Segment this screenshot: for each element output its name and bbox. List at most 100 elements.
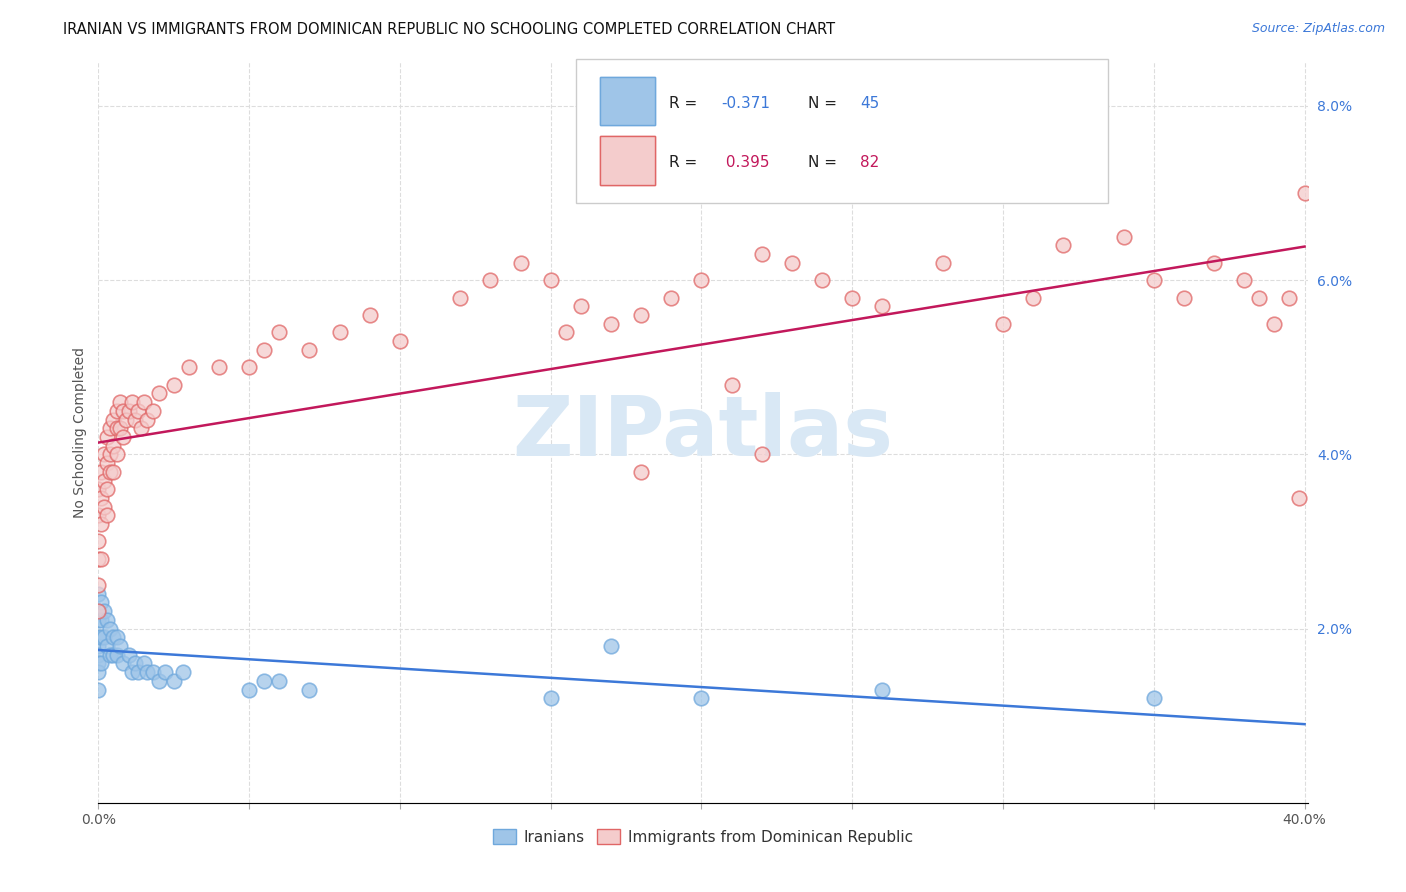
- Point: [148, 386, 170, 401]
- Text: ZIPatlas: ZIPatlas: [513, 392, 893, 473]
- Text: N =: N =: [808, 155, 842, 169]
- Text: R =: R =: [669, 155, 702, 169]
- Point: [751, 447, 773, 461]
- Point: [93, 500, 115, 514]
- Point: [163, 377, 186, 392]
- Point: [841, 291, 863, 305]
- Point: [253, 673, 276, 688]
- Point: [103, 630, 125, 644]
- Point: [103, 648, 125, 662]
- Point: [659, 291, 682, 305]
- Point: [449, 291, 471, 305]
- Point: [96, 639, 118, 653]
- Point: [100, 465, 122, 479]
- Point: [87, 613, 110, 627]
- Point: [690, 691, 713, 706]
- Point: [87, 657, 110, 671]
- Point: [100, 648, 122, 662]
- Point: [540, 273, 562, 287]
- Point: [630, 308, 652, 322]
- Point: [163, 673, 186, 688]
- Point: [554, 326, 576, 340]
- Point: [931, 256, 953, 270]
- Text: IRANIAN VS IMMIGRANTS FROM DOMINICAN REPUBLIC NO SCHOOLING COMPLETED CORRELATION: IRANIAN VS IMMIGRANTS FROM DOMINICAN REP…: [63, 22, 835, 37]
- Point: [872, 299, 894, 313]
- Point: [388, 334, 411, 348]
- Text: R =: R =: [669, 95, 702, 111]
- Point: [238, 682, 260, 697]
- Point: [132, 657, 155, 671]
- Text: N =: N =: [808, 95, 842, 111]
- FancyBboxPatch shape: [600, 78, 655, 126]
- Point: [991, 317, 1014, 331]
- Point: [103, 412, 125, 426]
- Point: [569, 299, 592, 313]
- Point: [690, 273, 713, 287]
- Point: [87, 630, 110, 644]
- Point: [127, 404, 149, 418]
- Point: [90, 465, 112, 479]
- Point: [1173, 291, 1195, 305]
- Point: [1052, 238, 1074, 252]
- Point: [87, 682, 110, 697]
- Point: [96, 430, 118, 444]
- Point: [90, 595, 112, 609]
- Point: [148, 673, 170, 688]
- Point: [100, 421, 122, 435]
- Point: [720, 377, 742, 392]
- Point: [96, 456, 118, 470]
- Point: [90, 491, 112, 505]
- Point: [329, 326, 352, 340]
- Point: [90, 657, 112, 671]
- Point: [87, 587, 110, 601]
- Point: [121, 665, 143, 680]
- Point: [87, 639, 110, 653]
- Point: [93, 630, 115, 644]
- Point: [172, 665, 194, 680]
- Point: [93, 604, 115, 618]
- Point: [87, 482, 110, 496]
- Point: [208, 360, 231, 375]
- Point: [124, 412, 146, 426]
- FancyBboxPatch shape: [576, 59, 1108, 203]
- Point: [1263, 317, 1285, 331]
- Point: [111, 430, 134, 444]
- Point: [96, 613, 118, 627]
- Legend: Iranians, Immigrants from Dominican Republic: Iranians, Immigrants from Dominican Repu…: [486, 823, 920, 851]
- Point: [87, 648, 110, 662]
- Point: [90, 517, 112, 532]
- Point: [87, 578, 110, 592]
- Point: [87, 665, 110, 680]
- Point: [135, 665, 157, 680]
- FancyBboxPatch shape: [600, 136, 655, 185]
- Point: [298, 682, 321, 697]
- Text: 0.395: 0.395: [721, 155, 769, 169]
- Point: [253, 343, 276, 357]
- Point: [600, 317, 623, 331]
- Point: [1294, 186, 1316, 200]
- Point: [96, 482, 118, 496]
- Point: [1022, 291, 1045, 305]
- Point: [87, 508, 110, 523]
- Point: [1143, 691, 1166, 706]
- Point: [600, 639, 623, 653]
- Point: [1204, 256, 1226, 270]
- Point: [509, 256, 531, 270]
- Point: [114, 412, 136, 426]
- Point: [100, 622, 122, 636]
- Point: [108, 395, 131, 409]
- Point: [117, 648, 139, 662]
- Point: [124, 657, 146, 671]
- Point: [780, 256, 803, 270]
- Point: [153, 665, 176, 680]
- Point: [298, 343, 321, 357]
- Point: [105, 630, 128, 644]
- Text: 45: 45: [860, 95, 879, 111]
- Point: [751, 247, 773, 261]
- Point: [238, 360, 260, 375]
- Point: [105, 421, 128, 435]
- Point: [177, 360, 200, 375]
- Point: [108, 639, 131, 653]
- Point: [872, 682, 894, 697]
- Point: [1233, 273, 1256, 287]
